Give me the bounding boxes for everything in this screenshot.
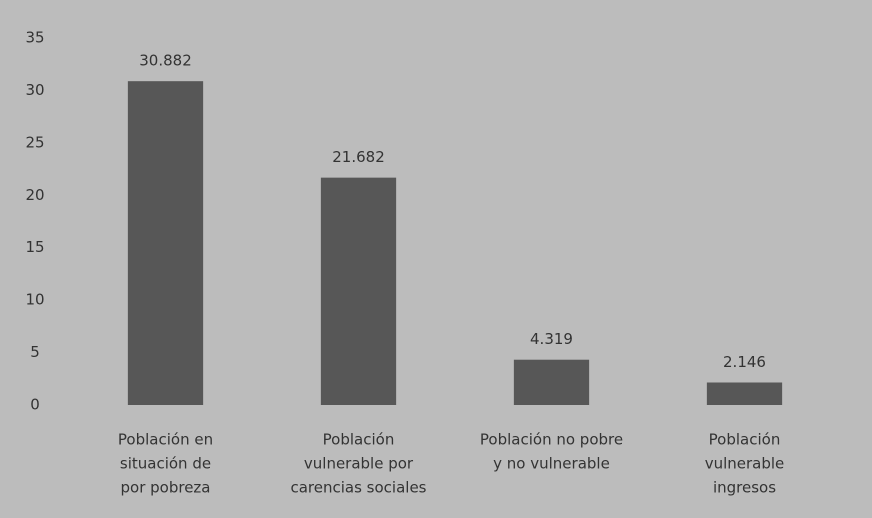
value-label: 2.146 [723,353,766,371]
x-tick-label: ingresos [713,479,776,497]
x-tick-label: situación de [120,455,211,473]
y-tick-label: 10 [25,291,44,309]
bar [513,359,590,405]
y-tick-label: 15 [25,238,44,256]
x-tick-label: y no vulnerable [493,455,610,473]
x-tick-label: por pobreza [121,479,211,497]
value-label: 4.319 [530,330,573,348]
x-tick-label: vulnerable por [304,455,414,473]
bar [706,382,783,405]
y-tick-label: 35 [25,29,44,47]
bar [320,177,397,405]
bar [127,81,204,405]
x-tick-label: Población en [118,431,213,449]
x-tick-label: vulnerable [705,455,785,473]
value-label: 30.882 [139,52,192,70]
x-tick-label: Población [323,431,395,449]
y-tick-label: 0 [30,396,40,414]
x-tick-label: Población no pobre [480,431,623,449]
y-tick-label: 5 [30,343,40,361]
y-tick-label: 25 [25,133,44,151]
y-tick-label: 20 [25,186,44,204]
value-label: 21.682 [332,148,385,166]
y-tick-label: 30 [25,81,44,99]
x-tick-label: carencias sociales [290,479,426,497]
x-tick-label: Población [709,431,781,449]
